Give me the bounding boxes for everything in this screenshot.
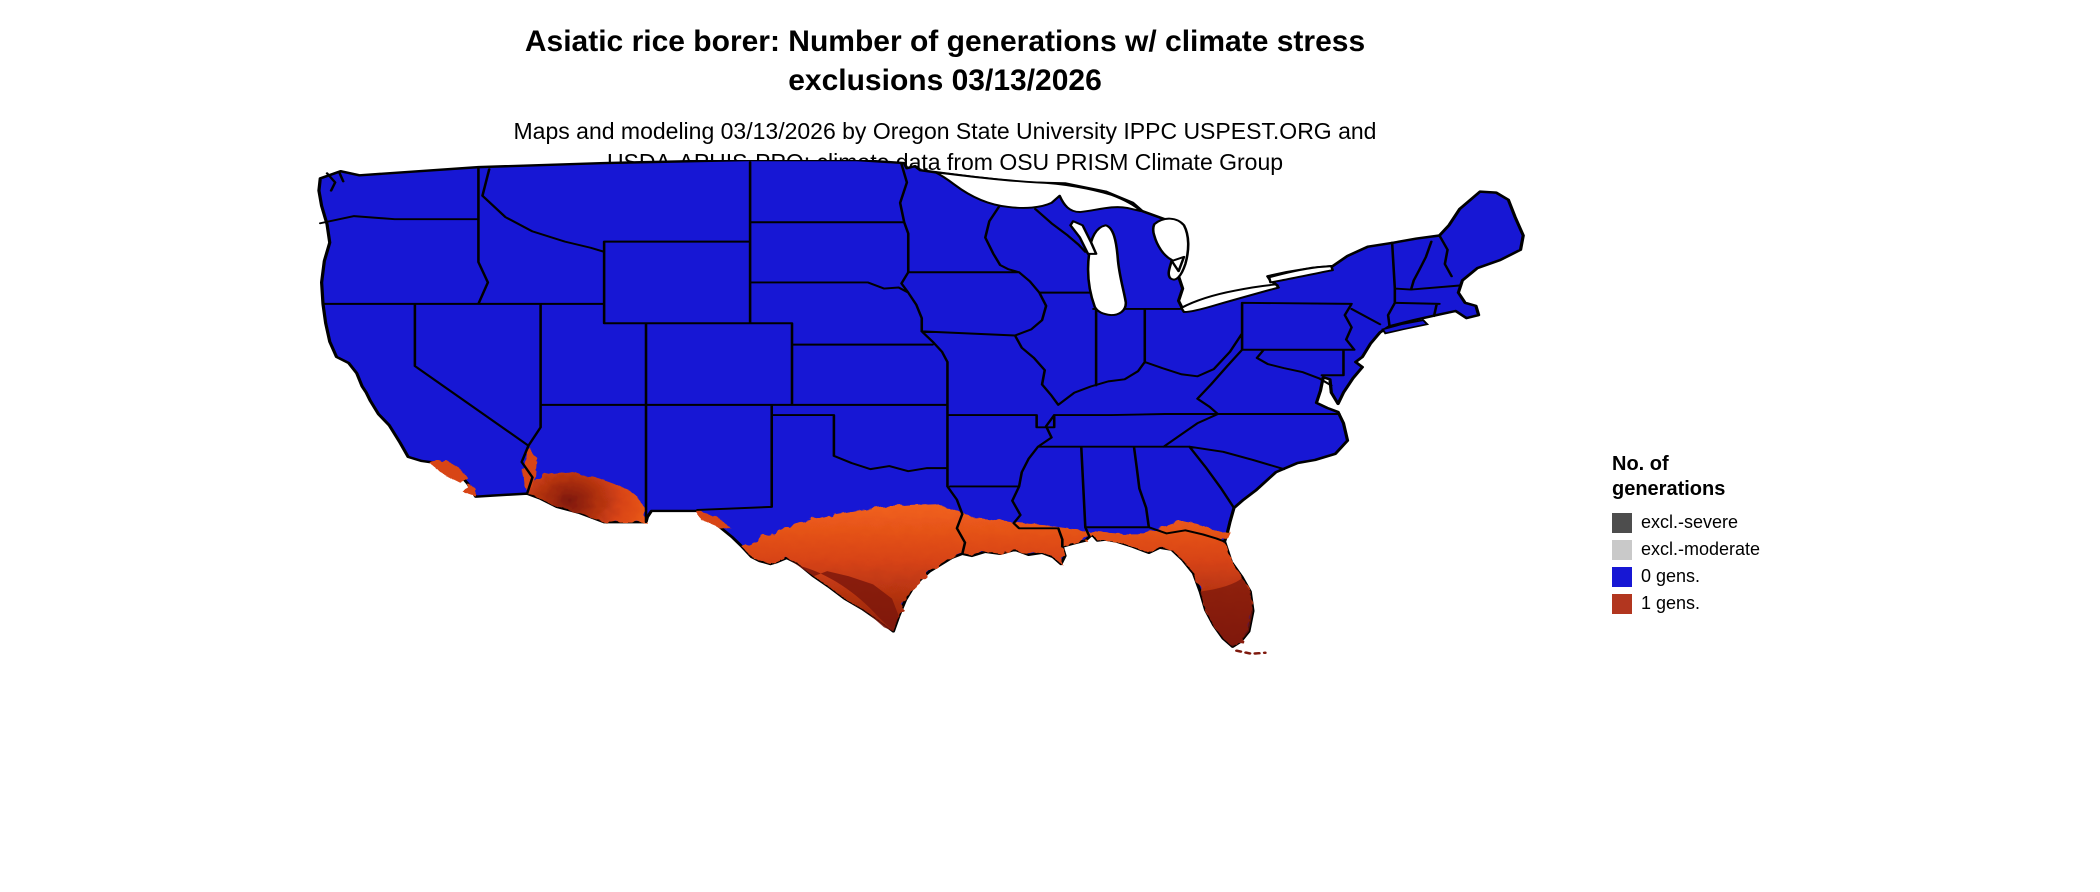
region-one-gen-colorado-river	[521, 446, 537, 494]
region-deep-south-texas	[786, 557, 899, 632]
legend-swatch-excl-severe	[1612, 512, 1632, 533]
legend-label-zero-gens: 0 gens.	[1641, 566, 1701, 586]
legend-title-line1: No. of	[1612, 453, 1669, 475]
great-lakes	[933, 171, 1334, 317]
green-bay	[1069, 220, 1098, 255]
legend-item-excl-severe: excl.-severe	[1612, 512, 1872, 533]
region-one-gen-gulf-south	[741, 503, 1253, 647]
legend-item-one-gen: 1 gens.	[1612, 593, 1872, 614]
plot-title-line1: Asiatic rice borer: Number of generation…	[524, 25, 1366, 58]
plot-subtitle: Maps and modeling 03/13/2026 by Oregon S…	[0, 116, 1890, 178]
legend-item-zero-gens: 0 gens.	[1612, 566, 1872, 587]
map-legend: No. of generations excl.-severe excl.-mod…	[1612, 452, 1872, 620]
florida-keys	[1235, 649, 1267, 656]
map-area	[300, 158, 1530, 665]
lake-erie	[1179, 283, 1280, 313]
legend-title: No. of generations	[1612, 452, 1872, 502]
lake-ontario	[1267, 265, 1334, 284]
legend-label-excl-moderate: excl.-moderate	[1641, 539, 1761, 559]
saginaw-bay	[1170, 255, 1186, 273]
state-borders	[318, 161, 1461, 555]
legend-label-excl-severe: excl.-severe	[1641, 512, 1739, 532]
title-block: Asiatic rice borer: Number of generation…	[0, 22, 1890, 178]
legend-title-line2: generations	[1612, 478, 1726, 500]
legend-swatch-excl-moderate	[1612, 539, 1632, 560]
legend-swatch-zero-gens	[1612, 566, 1632, 587]
legend-item-excl-moderate: excl.-moderate	[1612, 539, 1872, 560]
plot-title-line2: exclusions 03/13/2026	[788, 64, 1102, 97]
us-map	[317, 158, 1525, 656]
legend-swatch-one-gen	[1612, 593, 1632, 614]
region-one-gen-arizona	[527, 472, 647, 523]
region-one-gen-socal	[429, 459, 476, 497]
lake-superior	[933, 171, 1143, 213]
region-deep-south-florida	[1200, 578, 1253, 647]
long-island	[1381, 319, 1430, 335]
plot-title: Asiatic rice borer: Number of generation…	[0, 22, 1890, 100]
plot-subtitle-line1: Maps and modeling 03/13/2026 by Oregon S…	[513, 118, 1377, 144]
region-one-gen-el-paso	[697, 510, 733, 530]
legend-label-one-gen: 1 gens.	[1641, 593, 1701, 613]
